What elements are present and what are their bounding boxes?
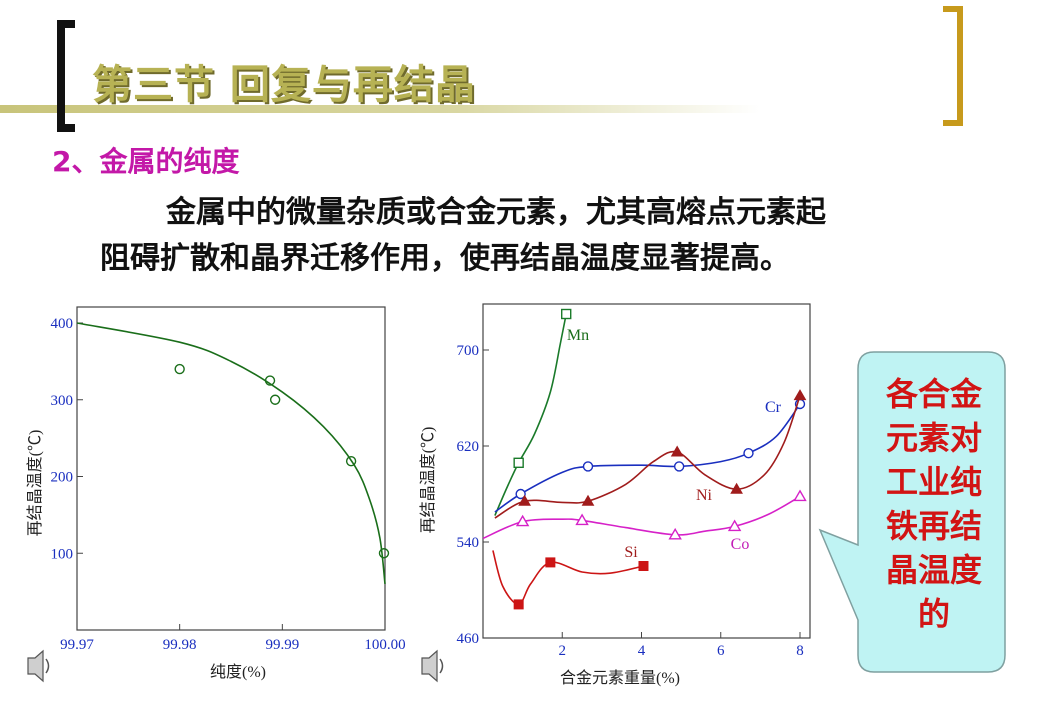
- chart2-marks: Mn Cr Ni Co Si: [482, 308, 807, 610]
- chart2-point-ni: [670, 445, 684, 457]
- chart2-point-co: [727, 519, 742, 532]
- chart2-ylabel: 再结晶温度(℃): [419, 427, 437, 534]
- chart1-frame: [76, 306, 386, 631]
- chart2-point-mn: [561, 308, 572, 320]
- chart2-point-cr: [582, 461, 594, 472]
- chart2-point-co: [515, 514, 530, 527]
- chart1-x-tick-label: 99.97: [60, 637, 94, 653]
- chart1-data-point: [345, 455, 357, 467]
- chart2-x-tick-label: 2: [559, 643, 567, 659]
- chart1-data-point: [269, 394, 281, 405]
- chart1-data-point: [378, 548, 390, 559]
- chart2-x-tick-label: 8: [796, 643, 804, 659]
- chart2-point-co: [793, 489, 807, 502]
- chart2-point-co: [668, 527, 682, 540]
- chart1-y-tick-label: 400: [51, 316, 74, 332]
- chart2-axes: 2 4 6 8 460 540 620 700: [457, 343, 804, 659]
- chart2-y-tick-label: 540: [457, 535, 480, 551]
- body-line-1: 金属中的微量杂质或合金元素，尤其高熔点元素起: [166, 195, 826, 230]
- chart2-point-mn: [513, 457, 524, 468]
- callout-bubble: [818, 351, 1006, 673]
- right-bracket-decoration: [943, 6, 963, 126]
- chart2-point-co: [575, 513, 589, 526]
- chart2-point-ni: [518, 494, 531, 506]
- chart1-x-tick-label: 99.99: [265, 637, 299, 653]
- chart2-point-cr: [673, 461, 685, 472]
- chart2-point-ni: [581, 494, 595, 506]
- chart2-point-si: [513, 599, 524, 610]
- chart2-point-cr: [743, 448, 754, 459]
- speaker-icon[interactable]: [27, 649, 50, 683]
- chart2-series-line-cr: [494, 403, 801, 513]
- chart1-axes: 99.97 99.98 99.99 100.00 100 200 300 400: [51, 316, 406, 653]
- chart1-data-point: [174, 363, 185, 375]
- chart2-series-line-mn: [494, 313, 567, 516]
- chart1-y-tick-label: 300: [51, 393, 74, 409]
- slide-subtitle: 2、金属的纯度: [52, 145, 240, 178]
- chart1-y-tick-label: 100: [51, 546, 74, 562]
- body-paragraph: 金属中的微量杂质或合金元素，尤其高熔点元素起 阻碍扩散和晶界迁移作用，使再结晶温…: [100, 190, 1000, 282]
- chart2-series-label-mn: Mn: [567, 327, 589, 344]
- chart2-series-line-si: [492, 550, 644, 606]
- chart2-series-label-ni: Ni: [696, 487, 713, 504]
- chart2-point-cr: [515, 488, 526, 500]
- chart2-frame: [482, 303, 811, 639]
- chart2-point-si: [545, 557, 556, 568]
- chart2-series-label-cr: Cr: [765, 399, 782, 416]
- chart2-series-line-co: [482, 495, 801, 540]
- chart2-y-tick-label: 700: [457, 343, 480, 359]
- title-underline-bar: [0, 105, 760, 113]
- chart2-point-ni: [793, 389, 807, 401]
- callout-text: 各合金元素对工业纯铁再结晶温度的: [885, 375, 982, 633]
- chart1-x-tick-label: 100.00: [364, 637, 405, 653]
- chart2-xlabel: 合金元素重量(%): [560, 669, 680, 687]
- chart1-data-point: [264, 375, 276, 386]
- slide-title: 第三节 回复与再结晶: [92, 62, 476, 108]
- chart1-marks: [76, 322, 390, 585]
- chart2-x-tick-label: 6: [717, 643, 725, 659]
- chart1-y-tick-label: 200: [51, 470, 74, 486]
- chart1-x-tick-label: 99.98: [163, 637, 197, 653]
- chart1-ylabel: 再结晶温度(℃): [26, 430, 44, 537]
- chart2-point-ni: [730, 482, 743, 494]
- chart2-series-label-si: Si: [624, 544, 638, 561]
- chart2-series-line-ni: [494, 395, 801, 519]
- chart1-fit-curve: [76, 322, 386, 585]
- chart2-y-tick-label: 620: [457, 439, 480, 455]
- chart2-series-label-co: Co: [731, 536, 750, 553]
- left-bracket-decoration: [57, 20, 75, 132]
- chart2-point-si: [638, 561, 649, 571]
- speaker-icon[interactable]: [421, 649, 444, 683]
- chart2-y-tick-label: 460: [457, 631, 480, 647]
- chart1-xlabel: 纯度(%): [210, 663, 266, 681]
- body-line-2: 阻碍扩散和晶界迁移作用，使再结晶温度显著提高。: [100, 241, 790, 276]
- chart2-x-tick-label: 4: [638, 643, 646, 659]
